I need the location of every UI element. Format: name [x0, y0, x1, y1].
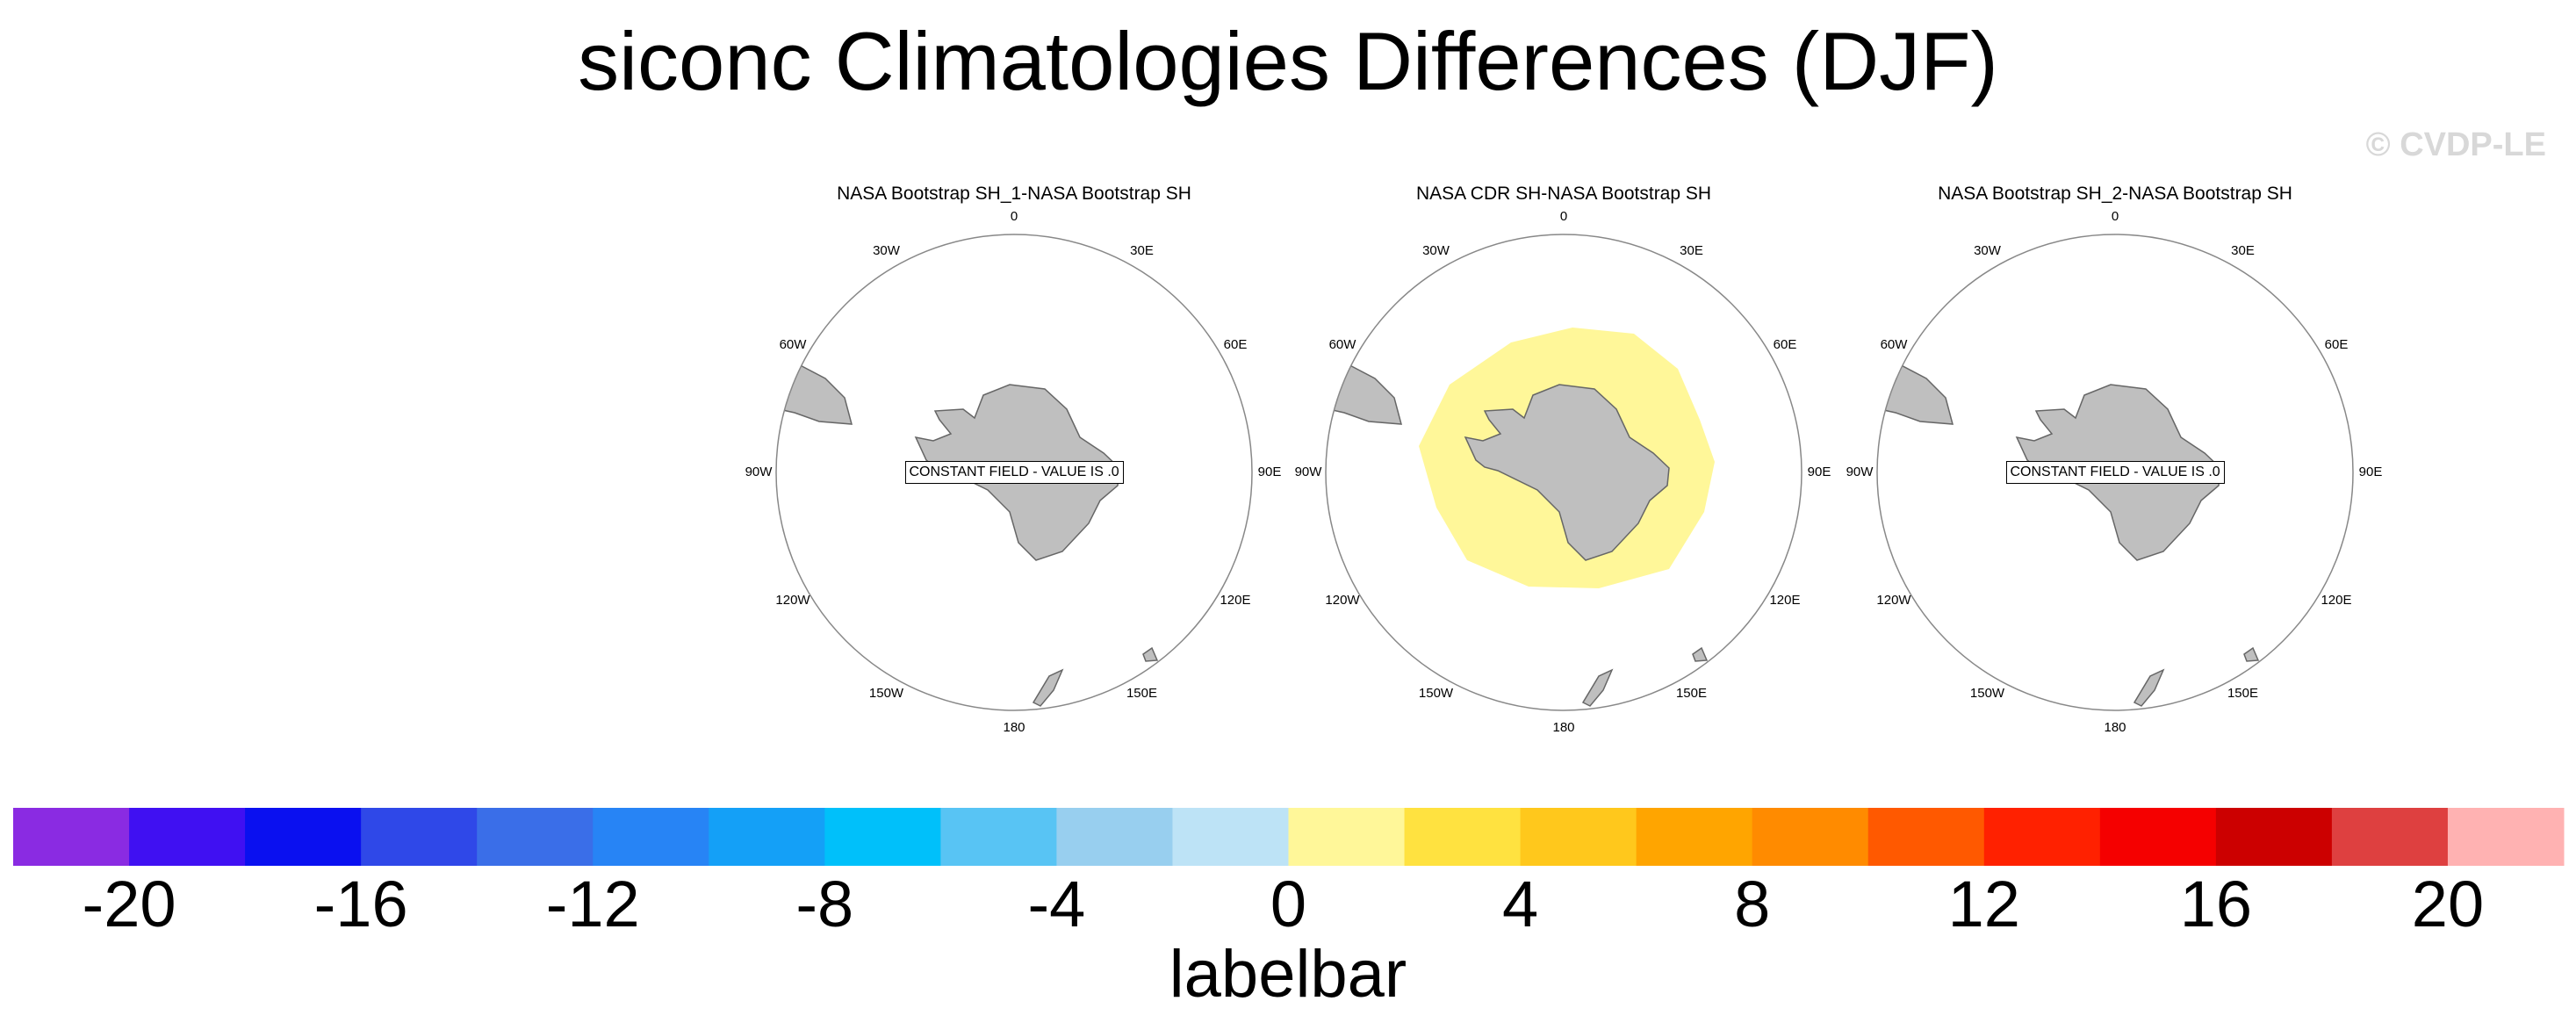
lon-label: 180	[1552, 720, 1575, 735]
labelbar-box	[593, 808, 709, 866]
map-boundary-circle	[1325, 234, 1802, 711]
labelbar-box	[2331, 808, 2449, 866]
labelbar-tick-label: 4	[1502, 868, 1539, 940]
lon-label: 150E	[2227, 686, 2259, 701]
lon-label: 30W	[873, 242, 900, 258]
lon-label: 120W	[1325, 592, 1360, 608]
panel-title-1: NASA Bootstrap SH_1-NASA Bootstrap SH	[837, 184, 1191, 204]
labelbar-box	[13, 808, 130, 866]
panel-title-2: NASA CDR SH-NASA Bootstrap SH	[1415, 184, 1712, 204]
lon-label: 150W	[1969, 686, 2005, 701]
labelbar-tick-label: -12	[545, 868, 640, 940]
lon-label: 30W	[1974, 242, 2001, 258]
lon-label: 120E	[2321, 592, 2352, 608]
land-island	[2243, 646, 2260, 662]
lon-label: 120E	[1769, 592, 1801, 608]
lon-label: 60W	[779, 336, 807, 352]
constant-field-annotation: CONSTANT FIELD - VALUE IS .0	[2005, 461, 2225, 484]
lon-label: 0	[2111, 209, 2119, 224]
lon-label: 60E	[1223, 336, 1248, 352]
labelbar-box	[361, 808, 478, 866]
land-antarctica	[1464, 384, 1670, 561]
land-island	[1692, 646, 1709, 662]
lon-label: 120W	[1876, 592, 1911, 608]
labelbar-box	[1172, 808, 1289, 866]
lon-label: 0	[1559, 209, 1568, 224]
lon-label: 90E	[2358, 465, 2383, 479]
lon-label: 150E	[1675, 686, 1708, 701]
lon-label: 30E	[1130, 242, 1154, 258]
labelbar-tick-label: 20	[2411, 868, 2485, 940]
labelbar-box	[2215, 808, 2333, 866]
labelbar-tick-label: -16	[313, 868, 408, 940]
map-boundary-circle	[775, 234, 1253, 711]
labelbar-tick-label: -4	[1027, 868, 1086, 940]
lon-label: 150W	[868, 686, 904, 701]
labelbar-box	[709, 808, 825, 866]
lon-label: 180	[1003, 720, 1025, 735]
watermark: © CVDP-LE	[2365, 126, 2546, 163]
labelbar-box	[824, 808, 941, 866]
map-boundary-circle	[1876, 234, 2354, 711]
lon-label: 90W	[1846, 465, 1874, 479]
labelbar-title: labelbar	[1169, 937, 1407, 1012]
labelbar-tick-label: 16	[2179, 868, 2253, 940]
labelbar-tick-label: -8	[795, 868, 854, 940]
labelbar-tick-label: 12	[1947, 868, 2020, 940]
labelbar-box	[2447, 808, 2565, 866]
labelbar-box	[1288, 808, 1406, 866]
lon-label: 150W	[1418, 686, 1454, 701]
labelbar-tick-label: 8	[1734, 868, 1771, 940]
lon-label: 90E	[1257, 465, 1282, 479]
lon-label: 180	[2104, 720, 2126, 735]
labelbar-box	[129, 808, 246, 866]
labelbar-box	[245, 808, 362, 866]
lon-label: 90E	[1807, 465, 1831, 479]
lon-label: 120W	[775, 592, 810, 608]
lon-label: 60W	[1328, 336, 1356, 352]
page-title: siconc Climatologies Differences (DJF)	[578, 15, 1998, 107]
lon-label: 30E	[1680, 242, 1703, 258]
lon-label: 0	[1010, 209, 1018, 224]
lon-label: 120E	[1220, 592, 1251, 608]
lon-label: 60W	[1880, 336, 1908, 352]
lon-label: 150E	[1126, 686, 1158, 701]
lon-label: 30W	[1422, 242, 1450, 258]
labelbar-box	[1520, 808, 1637, 866]
labelbar-box	[1983, 808, 2101, 866]
labelbar-box	[1056, 808, 1173, 866]
labelbar-tick-label: 0	[1270, 868, 1307, 940]
land-new-zealand	[1032, 668, 1064, 707]
labelbar-box	[477, 808, 594, 866]
labelbar-box	[940, 808, 1057, 866]
land-new-zealand	[1581, 668, 1614, 707]
lon-label: 60E	[2324, 336, 2349, 352]
panel-title-3: NASA Bootstrap SH_2-NASA Bootstrap SH	[1938, 184, 2292, 204]
lon-label: 30E	[2231, 242, 2255, 258]
labelbar-box	[1867, 808, 1985, 866]
lon-label: 90W	[1294, 465, 1322, 479]
labelbar-box	[2099, 808, 2217, 866]
constant-field-annotation: CONSTANT FIELD - VALUE IS .0	[904, 461, 1124, 484]
lon-label: 90W	[745, 465, 773, 479]
labelbar-box	[1636, 808, 1753, 866]
land-new-zealand	[2133, 668, 2165, 707]
land-island	[1142, 646, 1159, 662]
lon-label: 60E	[1773, 336, 1797, 352]
labelbar-tick-label: -20	[82, 868, 176, 940]
labelbar-box	[1404, 808, 1522, 866]
labelbar-box	[1752, 808, 1869, 866]
